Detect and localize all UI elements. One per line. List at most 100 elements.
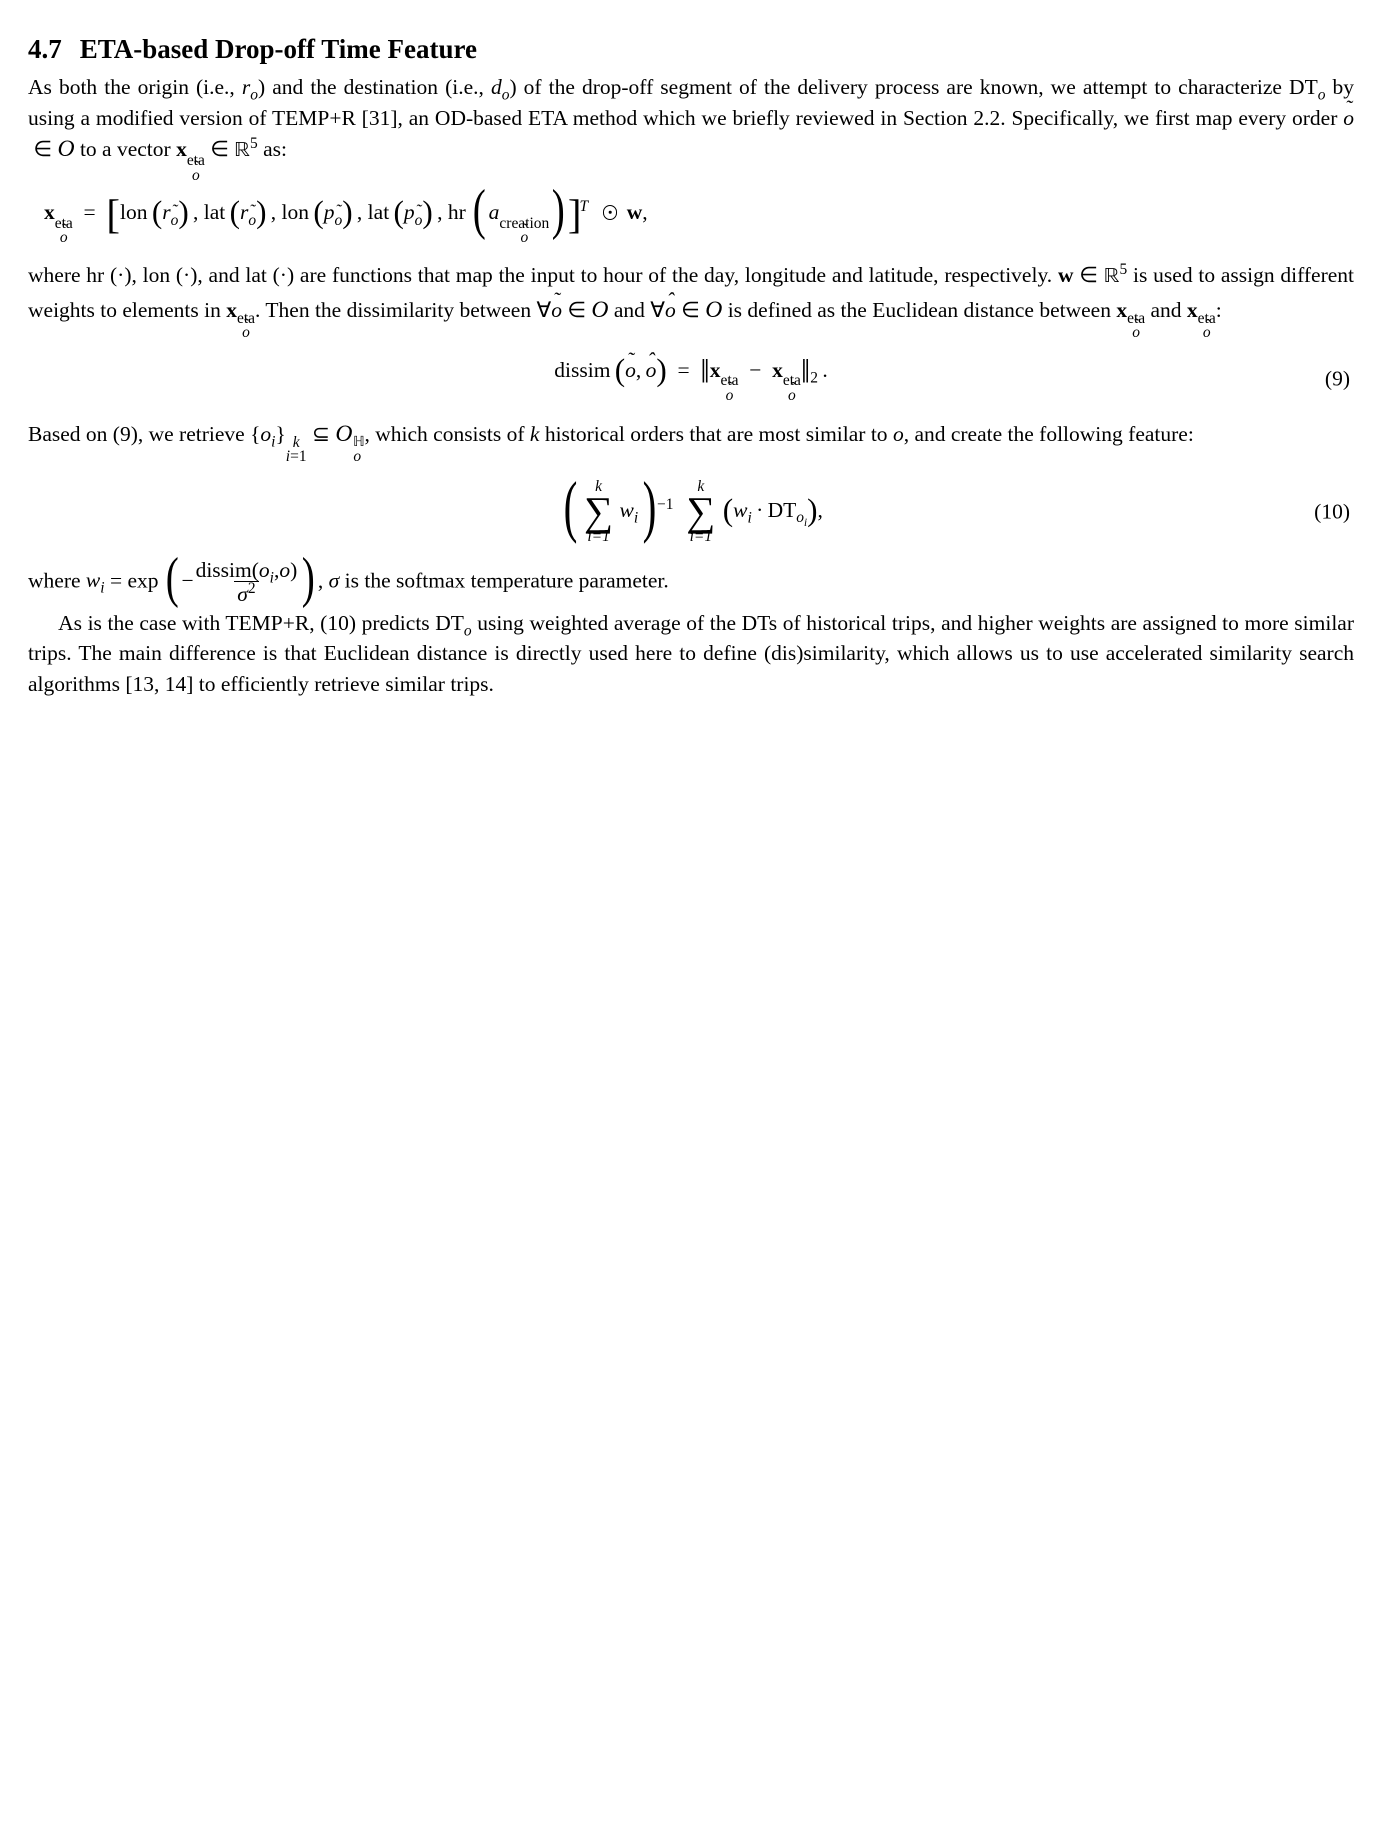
paren-r: ): [178, 195, 188, 230]
sub-inner: o: [1203, 326, 1211, 341]
math-vec: x: [176, 137, 187, 161]
math-vec: x: [1187, 298, 1198, 322]
text: to a vector: [75, 137, 177, 161]
math-supsub: etao: [1127, 312, 1145, 341]
math-var: σ: [237, 582, 248, 606]
sup: −1: [657, 496, 673, 513]
paren-l: (: [313, 195, 323, 230]
math-vec: x: [772, 358, 783, 382]
math-supsub: ℍo: [353, 436, 364, 464]
math-vec: x: [710, 358, 721, 382]
denominator: σ2: [234, 581, 258, 606]
section-number: 4.7: [28, 34, 62, 64]
text: . Then the dissimilarity between: [255, 298, 536, 322]
paragraph-2: where hr (·), lon (·), and lat (·) are f…: [28, 260, 1354, 341]
math-vec: x: [44, 200, 55, 224]
sub: o: [520, 231, 528, 246]
comma: ,: [193, 200, 198, 224]
eq-body: xetao = [lon (ro) , lat (ro) , lon (po) …: [44, 197, 648, 246]
text: :: [1216, 298, 1222, 322]
equation-display-10: (k∑i=1 wi)−1 k∑i=1 (wi · DToi), (10): [28, 479, 1354, 545]
math-sup: 5: [250, 135, 258, 152]
fraction: dissim(oi,o)σ2: [196, 559, 298, 606]
text: Based on (9), we retrieve: [28, 422, 250, 446]
fn: lon: [282, 200, 309, 224]
fn: lat: [368, 200, 390, 224]
math-var: p: [404, 200, 415, 224]
math-supsub: etao: [783, 374, 801, 403]
sub: o: [60, 231, 68, 246]
comma: ,: [271, 200, 276, 224]
sub: oi: [796, 509, 807, 526]
sub: o: [334, 212, 342, 229]
equation-number: (10): [1314, 497, 1350, 528]
numerator: dissim(oi,o): [196, 559, 298, 582]
paren-r: ): [256, 195, 266, 230]
math-op: =: [84, 200, 96, 224]
text: is the softmax temperature parameter.: [339, 568, 669, 592]
sub: o: [353, 450, 361, 464]
odot-icon: [603, 205, 617, 219]
math-op: ·: [756, 498, 763, 522]
paren-l: (: [615, 353, 625, 388]
math-op: −: [749, 358, 761, 382]
paragraph-5: As is the case with TEMP+R, (10) predict…: [28, 608, 1354, 700]
math-supsub: etao: [1198, 312, 1216, 341]
sup: 2: [248, 580, 256, 597]
text: where hr (·), lon (·), and lat (·) are f…: [28, 263, 1058, 287]
text: , and create the following feature:: [904, 422, 1194, 446]
paren-r: ): [807, 493, 817, 528]
paragraph-1: As both the origin (i.e., ro) and the de…: [28, 72, 1354, 183]
paren-l: (: [393, 195, 403, 230]
math-var: o: [260, 422, 271, 446]
math-var-tilde: o: [625, 355, 636, 386]
text: where: [28, 568, 86, 592]
equation-number: (9): [1325, 364, 1350, 395]
sub-inner: o: [726, 389, 734, 404]
math-vec: x: [1116, 298, 1127, 322]
text: As is the case with TEMP+R, (10) predict…: [58, 611, 464, 635]
math-op: ∈: [33, 137, 52, 161]
sub: o: [242, 326, 250, 341]
paren-l: (: [152, 195, 162, 230]
sub: o: [1203, 326, 1211, 341]
equation-display-1: xetao = [lon (ro) , lat (ro) , lon (po) …: [28, 197, 1354, 246]
math-var: O: [705, 297, 722, 323]
lower: i=1: [690, 529, 712, 544]
sub-inner: o: [60, 231, 68, 246]
comma: ,: [357, 200, 362, 224]
math-vec: x: [226, 298, 237, 322]
paragraph-3: Based on (9), we retrieve {oi}ki=1 ⊆ Oℍo…: [28, 418, 1354, 465]
math-supsub: creationo: [499, 217, 549, 246]
math-var: σ: [329, 568, 340, 592]
math-op: ∈: [1079, 263, 1098, 287]
sub-inner: o: [788, 389, 796, 404]
comma: ,: [437, 200, 442, 224]
math-var: wi: [86, 568, 105, 592]
math-var: r: [242, 75, 250, 99]
math-supsub: etao: [237, 312, 255, 341]
paren-l: (: [230, 195, 240, 230]
fn: lat: [204, 200, 226, 224]
fn: exp: [127, 568, 158, 592]
norm-sub: 2: [810, 369, 818, 386]
section-title: ETA-based Drop-off Time Feature: [80, 34, 477, 64]
sub-inner: o: [192, 169, 200, 184]
norm-l: ‖: [700, 353, 709, 390]
equation-display-9: dissim (o, o) = ‖xetao − xetao‖2 . (9): [28, 355, 1354, 404]
math-sub: o: [250, 87, 258, 104]
fn: lon: [120, 200, 147, 224]
math-var: p: [324, 200, 335, 224]
math-vec: w: [1058, 263, 1074, 287]
math-sub: o: [464, 622, 472, 639]
sub: o: [1132, 326, 1140, 341]
text: and: [609, 298, 651, 322]
math-set: ℝ: [234, 141, 250, 162]
math-var: O: [57, 136, 74, 162]
bracket-l: [: [106, 192, 120, 237]
text: is defined as the Euclidean distance bet…: [722, 298, 1116, 322]
sub: o: [248, 212, 256, 229]
math-op: ∈: [567, 298, 586, 322]
math-op: −: [181, 568, 193, 592]
text: historical orders that are most similar …: [539, 422, 892, 446]
